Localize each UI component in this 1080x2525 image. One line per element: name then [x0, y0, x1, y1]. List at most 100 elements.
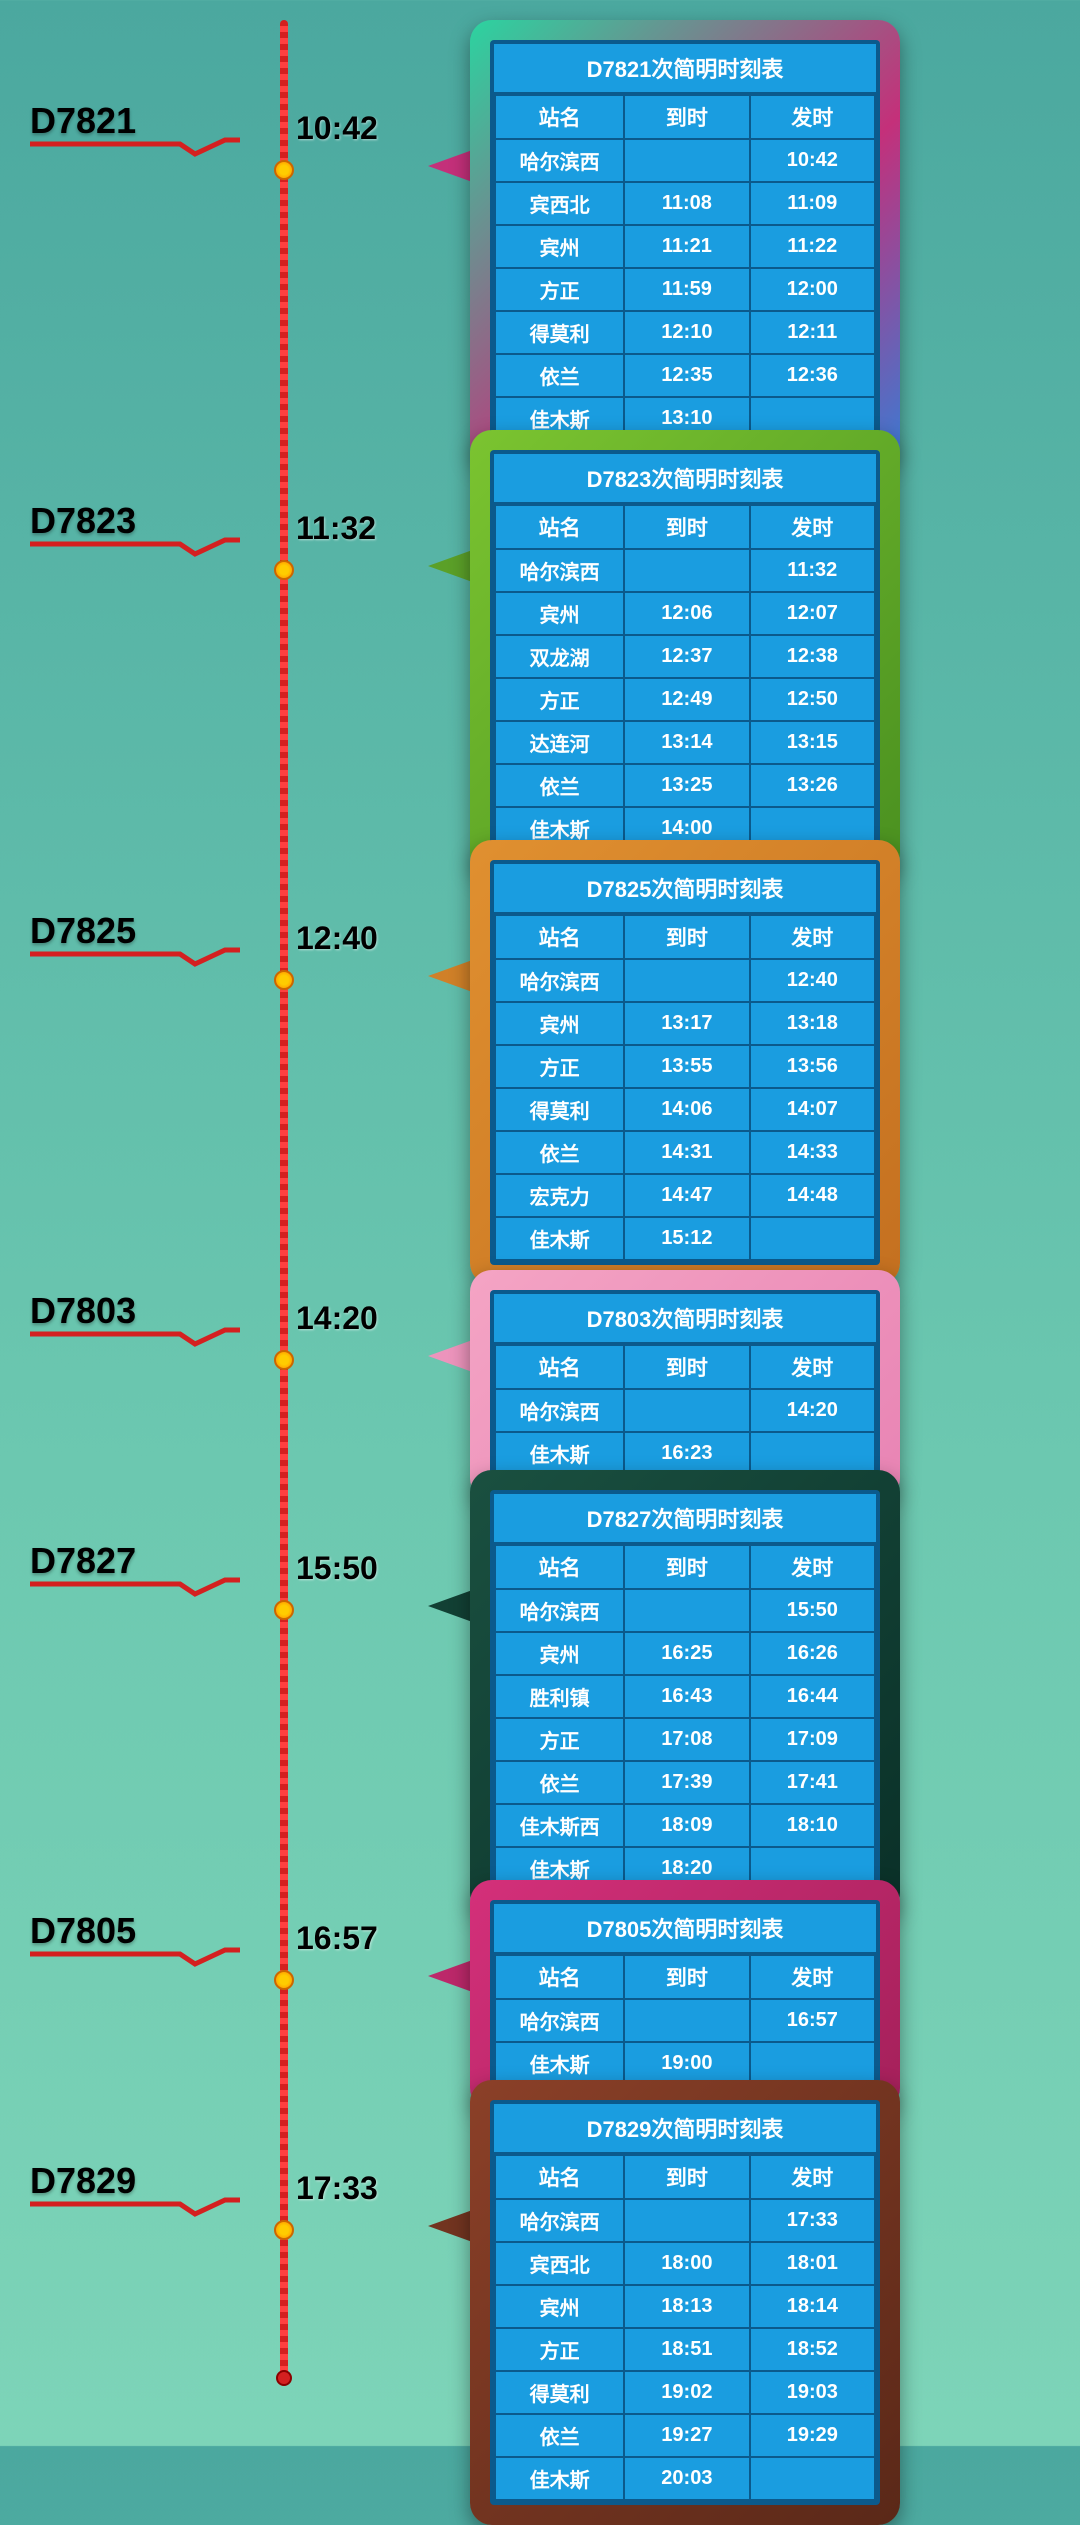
- table-row: 依兰17:3917:41: [495, 1761, 875, 1804]
- schedule-card: D7829次简明时刻表站名到时发时哈尔滨西17:33宾西北18:0018:01宾…: [470, 2080, 900, 2525]
- cell-arrival: 11:08: [624, 182, 749, 225]
- header-arrival: 到时: [624, 915, 749, 959]
- schedule-card: D7823次简明时刻表站名到时发时哈尔滨西11:32宾州12:0612:07双龙…: [470, 430, 900, 875]
- table-row: 哈尔滨西14:20: [495, 1389, 875, 1432]
- table-row: 得莫利19:0219:03: [495, 2371, 875, 2414]
- cell-departure: 12:50: [750, 678, 875, 721]
- cell-station: 宾州: [495, 1002, 624, 1045]
- cell-departure: 12:00: [750, 268, 875, 311]
- table-row: 依兰13:2513:26: [495, 764, 875, 807]
- cell-station: 宾州: [495, 2285, 624, 2328]
- cell-departure: 19:03: [750, 2371, 875, 2414]
- cell-departure: 19:29: [750, 2414, 875, 2457]
- cell-departure: 13:15: [750, 721, 875, 764]
- train-flag: D7821: [30, 100, 240, 162]
- table-row: 方正11:5912:00: [495, 268, 875, 311]
- timeline-node: [274, 1350, 294, 1370]
- cell-arrival: 15:12: [624, 1217, 749, 1260]
- timeline-node: [274, 560, 294, 580]
- cell-station: 佳木斯: [495, 1217, 624, 1260]
- header-arrival: 到时: [624, 1955, 749, 1999]
- cell-arrival: 20:03: [624, 2457, 749, 2500]
- cell-departure: 14:48: [750, 1174, 875, 1217]
- timeline-node: [274, 1970, 294, 1990]
- table-row: 佳木斯20:03: [495, 2457, 875, 2500]
- cell-station: 宾西北: [495, 182, 624, 225]
- table-row: 宾州12:0612:07: [495, 592, 875, 635]
- cell-arrival: [624, 1999, 749, 2042]
- cell-departure: 18:52: [750, 2328, 875, 2371]
- table-row: 达连河13:1413:15: [495, 721, 875, 764]
- table-row: 得莫利14:0614:07: [495, 1088, 875, 1131]
- cell-arrival: 14:06: [624, 1088, 749, 1131]
- cell-departure: 18:14: [750, 2285, 875, 2328]
- cell-departure: 16:57: [750, 1999, 875, 2042]
- cell-arrival: [624, 139, 749, 182]
- cell-arrival: 18:09: [624, 1804, 749, 1847]
- timeline-node: [274, 1600, 294, 1620]
- cell-arrival: 16:23: [624, 1432, 749, 1475]
- cell-station: 哈尔滨西: [495, 2199, 624, 2242]
- table-row: 哈尔滨西17:33: [495, 2199, 875, 2242]
- train-flag: D7825: [30, 910, 240, 972]
- cell-departure: 16:26: [750, 1632, 875, 1675]
- cell-station: 胜利镇: [495, 1675, 624, 1718]
- header-arrival: 到时: [624, 1345, 749, 1389]
- cell-arrival: 13:17: [624, 1002, 749, 1045]
- schedule-table: 站名到时发时哈尔滨西11:32宾州12:0612:07双龙湖12:3712:38…: [494, 504, 876, 851]
- card-inner: D7825次简明时刻表站名到时发时哈尔滨西12:40宾州13:1713:18方正…: [490, 860, 880, 1265]
- flag-line: [30, 142, 230, 162]
- table-row: 依兰19:2719:29: [495, 2414, 875, 2457]
- cell-departure: 12:11: [750, 311, 875, 354]
- timeline-node: [274, 970, 294, 990]
- header-station: 站名: [495, 505, 624, 549]
- cell-departure: 11:22: [750, 225, 875, 268]
- header-departure: 发时: [750, 915, 875, 959]
- cell-station: 方正: [495, 2328, 624, 2371]
- table-row: 哈尔滨西16:57: [495, 1999, 875, 2042]
- schedule-card: D7803次简明时刻表站名到时发时哈尔滨西14:20佳木斯16:23: [470, 1270, 900, 1500]
- cell-station: 宾州: [495, 592, 624, 635]
- departure-time: 12:40: [296, 920, 378, 957]
- departure-time: 14:20: [296, 1300, 378, 1337]
- flag-line: [30, 542, 230, 562]
- cell-departure: 12:40: [750, 959, 875, 1002]
- departure-time: 16:57: [296, 1920, 378, 1957]
- schedule-table: 站名到时发时哈尔滨西14:20佳木斯16:23: [494, 1344, 876, 1476]
- table-row: 方正17:0817:09: [495, 1718, 875, 1761]
- card-inner: D7829次简明时刻表站名到时发时哈尔滨西17:33宾西北18:0018:01宾…: [490, 2100, 880, 2505]
- cell-station: 宏克力: [495, 1174, 624, 1217]
- cell-arrival: 18:13: [624, 2285, 749, 2328]
- table-row: 得莫利12:1012:11: [495, 311, 875, 354]
- table-row: 方正12:4912:50: [495, 678, 875, 721]
- cell-arrival: 12:06: [624, 592, 749, 635]
- header-station: 站名: [495, 1545, 624, 1589]
- card-title: D7823次简明时刻表: [494, 454, 876, 504]
- schedule-callout: D7827次简明时刻表站名到时发时哈尔滨西15:50宾州16:2516:26胜利…: [470, 1470, 900, 1915]
- header-arrival: 到时: [624, 1545, 749, 1589]
- schedule-callout: D7805次简明时刻表站名到时发时哈尔滨西16:57佳木斯19:00: [470, 1880, 900, 2110]
- cell-departure: [750, 1432, 875, 1475]
- schedule-card: D7821次简明时刻表站名到时发时哈尔滨西10:42宾西北11:0811:09宾…: [470, 20, 900, 465]
- cell-arrival: 12:35: [624, 354, 749, 397]
- header-arrival: 到时: [624, 505, 749, 549]
- cell-station: 依兰: [495, 1131, 624, 1174]
- table-row: 宾州18:1318:14: [495, 2285, 875, 2328]
- cell-station: 宾州: [495, 1632, 624, 1675]
- timeline-rope: [280, 20, 288, 2380]
- table-row: 宏克力14:4714:48: [495, 1174, 875, 1217]
- cell-station: 得莫利: [495, 2371, 624, 2414]
- header-arrival: 到时: [624, 95, 749, 139]
- header-departure: 发时: [750, 2155, 875, 2199]
- departure-time: 10:42: [296, 110, 378, 147]
- cell-arrival: 11:59: [624, 268, 749, 311]
- schedule-callout: D7825次简明时刻表站名到时发时哈尔滨西12:40宾州13:1713:18方正…: [470, 840, 900, 1285]
- table-row: 哈尔滨西12:40: [495, 959, 875, 1002]
- header-arrival: 到时: [624, 2155, 749, 2199]
- card-title: D7825次简明时刻表: [494, 864, 876, 914]
- cell-arrival: [624, 959, 749, 1002]
- cell-arrival: 19:02: [624, 2371, 749, 2414]
- cell-departure: 11:32: [750, 549, 875, 592]
- cell-departure: [750, 1217, 875, 1260]
- cell-station: 宾西北: [495, 2242, 624, 2285]
